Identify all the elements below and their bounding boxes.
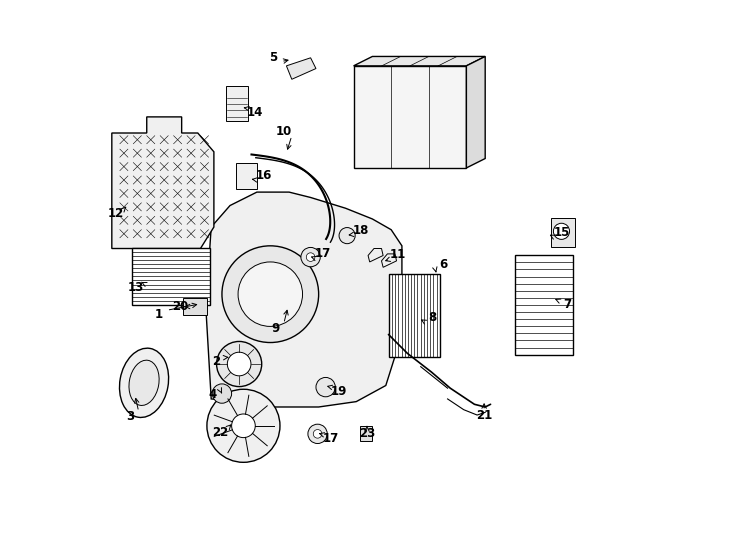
Circle shape — [553, 223, 570, 239]
Polygon shape — [354, 66, 466, 168]
Ellipse shape — [120, 348, 169, 417]
Text: 9: 9 — [272, 321, 280, 334]
Text: 3: 3 — [126, 410, 134, 423]
Polygon shape — [382, 254, 396, 267]
Text: 2: 2 — [213, 355, 221, 368]
Bar — [226, 86, 248, 121]
Text: 14: 14 — [247, 106, 264, 119]
Bar — [236, 163, 257, 189]
Circle shape — [301, 247, 320, 267]
Circle shape — [339, 227, 355, 244]
Circle shape — [217, 341, 262, 387]
Bar — [551, 218, 575, 247]
Text: 19: 19 — [331, 385, 347, 398]
Text: 13: 13 — [128, 281, 144, 294]
Bar — [515, 255, 573, 355]
Text: 18: 18 — [352, 224, 368, 237]
Polygon shape — [286, 58, 316, 79]
Circle shape — [308, 424, 327, 443]
Text: 7: 7 — [563, 299, 571, 312]
Polygon shape — [354, 57, 485, 66]
Bar — [389, 274, 440, 357]
Circle shape — [228, 352, 251, 376]
Circle shape — [316, 377, 335, 397]
Bar — [183, 299, 207, 315]
Text: 6: 6 — [439, 258, 448, 271]
Bar — [360, 427, 372, 441]
Polygon shape — [466, 57, 485, 168]
Circle shape — [306, 253, 315, 261]
Polygon shape — [112, 117, 214, 248]
Circle shape — [212, 384, 232, 403]
Text: 20: 20 — [172, 300, 188, 313]
Ellipse shape — [129, 360, 159, 406]
Text: 15: 15 — [553, 226, 570, 239]
Circle shape — [222, 246, 319, 342]
Text: 17: 17 — [322, 432, 338, 445]
Bar — [132, 248, 210, 305]
Text: 4: 4 — [208, 388, 217, 401]
Text: 12: 12 — [107, 207, 124, 220]
Polygon shape — [206, 192, 402, 407]
Text: 8: 8 — [429, 311, 437, 324]
Text: 5: 5 — [269, 51, 277, 64]
Text: 16: 16 — [255, 169, 272, 182]
Text: 10: 10 — [275, 125, 292, 138]
Circle shape — [232, 414, 255, 437]
Text: 17: 17 — [315, 247, 331, 260]
Polygon shape — [368, 248, 383, 262]
Text: 1: 1 — [154, 308, 163, 321]
Text: 23: 23 — [359, 427, 375, 440]
Text: 22: 22 — [211, 426, 228, 438]
Text: 21: 21 — [476, 409, 493, 422]
Circle shape — [238, 262, 302, 326]
Text: 11: 11 — [390, 248, 407, 261]
Circle shape — [207, 389, 280, 462]
Circle shape — [313, 429, 322, 438]
